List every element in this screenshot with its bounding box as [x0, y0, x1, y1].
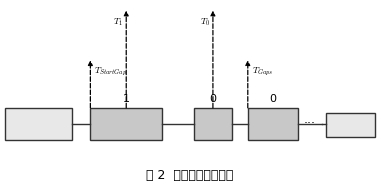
Text: $T_{Gaps}$: $T_{Gaps}$ — [252, 66, 273, 78]
Text: ···: ··· — [304, 117, 315, 130]
Text: 0: 0 — [210, 94, 216, 104]
Bar — [5, 108, 72, 140]
Text: 图 2  写卡数据流示意图: 图 2 写卡数据流示意图 — [146, 169, 234, 182]
Bar — [90, 108, 162, 140]
Text: $T_1$: $T_1$ — [113, 17, 123, 28]
Text: $T_{StartGap}$: $T_{StartGap}$ — [94, 66, 128, 78]
Bar — [325, 113, 375, 137]
Bar — [194, 108, 232, 140]
Text: 1: 1 — [123, 94, 130, 104]
Text: $T_0$: $T_0$ — [200, 17, 210, 28]
Text: 0: 0 — [269, 94, 276, 104]
Bar — [248, 108, 298, 140]
